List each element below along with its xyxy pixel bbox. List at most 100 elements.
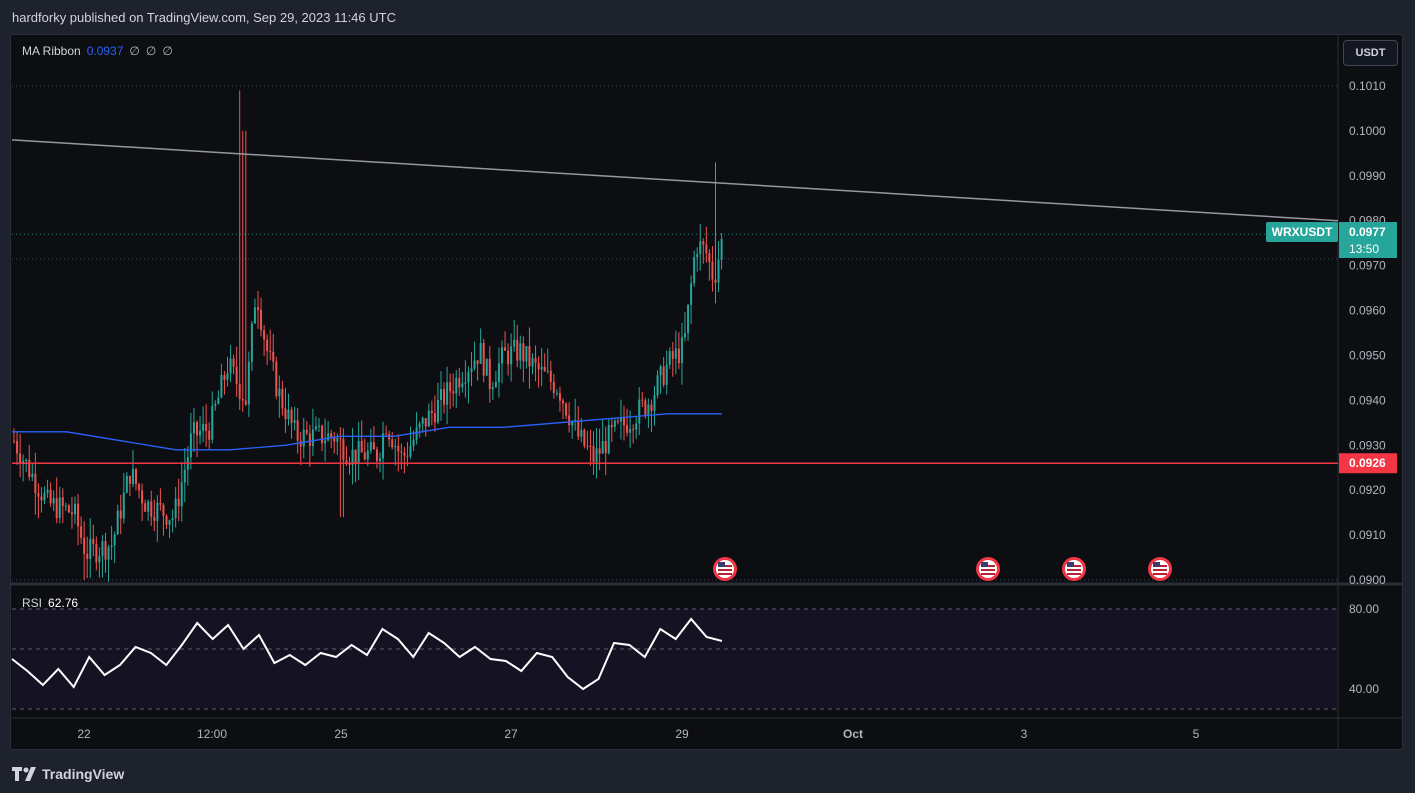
candle-body bbox=[501, 347, 503, 364]
candle-body bbox=[650, 404, 653, 411]
candle-body bbox=[260, 309, 263, 331]
support-tag-value: 0.0926 bbox=[1349, 456, 1386, 470]
candle-body bbox=[336, 438, 339, 442]
candle-body bbox=[653, 395, 656, 411]
candle-body bbox=[70, 512, 73, 515]
candle-body bbox=[571, 421, 574, 426]
time-axis: 22 12:00 25 27 29 Oct 3 5 bbox=[77, 727, 1199, 741]
candle-body bbox=[302, 429, 305, 447]
candle-body bbox=[308, 433, 311, 446]
time-tick-label: 27 bbox=[504, 727, 518, 741]
candle-body bbox=[147, 501, 150, 512]
candle-body bbox=[16, 441, 19, 454]
candle-body bbox=[592, 445, 595, 462]
candle-body bbox=[74, 503, 76, 515]
candle-body bbox=[543, 366, 546, 372]
trendline bbox=[11, 139, 1339, 222]
rsi-legend[interactable]: RSI 62.76 bbox=[22, 596, 78, 610]
price-tick-label: 0.0910 bbox=[1349, 528, 1386, 542]
candle-body bbox=[162, 504, 165, 516]
candle-body bbox=[296, 420, 299, 441]
candle-body bbox=[693, 257, 696, 284]
top-bar: hardforky published on TradingView.com, … bbox=[0, 0, 1415, 34]
candle-body bbox=[171, 518, 174, 521]
candle-body bbox=[327, 433, 330, 441]
candle-body bbox=[299, 440, 302, 447]
candle-body bbox=[125, 475, 128, 493]
rsi-tick-label: 80.00 bbox=[1349, 602, 1379, 616]
candle-body bbox=[717, 259, 720, 283]
currency-button[interactable]: USDT bbox=[1343, 40, 1398, 66]
candle-body bbox=[583, 429, 586, 446]
candle-body bbox=[409, 445, 412, 457]
candle-body bbox=[214, 404, 217, 407]
rsi-line bbox=[11, 617, 723, 691]
candle-body bbox=[458, 377, 461, 388]
candles bbox=[13, 90, 723, 582]
candle-body bbox=[662, 366, 665, 385]
candle-body bbox=[351, 449, 354, 465]
candle-body bbox=[497, 363, 500, 383]
candle-body bbox=[372, 442, 375, 450]
candle-body bbox=[668, 351, 671, 365]
candle-body bbox=[223, 375, 226, 380]
candle-body bbox=[40, 496, 43, 501]
candle-body bbox=[595, 448, 598, 462]
candle-body bbox=[699, 241, 702, 254]
candle-body bbox=[241, 398, 244, 401]
footer-brand[interactable]: TradingView bbox=[12, 764, 124, 784]
candle-body bbox=[22, 460, 25, 464]
candle-body bbox=[659, 366, 662, 376]
candle-body bbox=[238, 383, 241, 399]
rsi-tick-label: 40.00 bbox=[1349, 682, 1379, 696]
candle-body bbox=[406, 455, 409, 457]
candle-body bbox=[34, 473, 37, 494]
candle-body bbox=[196, 422, 198, 436]
candle-body bbox=[55, 498, 58, 518]
candle-body bbox=[324, 440, 327, 444]
time-tick-label: 12:00 bbox=[197, 727, 227, 741]
candle-body bbox=[67, 505, 70, 513]
candle-body bbox=[534, 357, 537, 363]
us-flag-icon bbox=[1148, 557, 1172, 581]
price-tick-label: 0.0950 bbox=[1349, 348, 1386, 362]
candle-body bbox=[677, 348, 680, 364]
candle-body bbox=[281, 388, 284, 409]
price-tick-label: 0.0960 bbox=[1349, 304, 1386, 318]
candle-body bbox=[461, 383, 464, 388]
candle-body bbox=[656, 375, 659, 396]
price-tick-label: 0.1010 bbox=[1349, 79, 1386, 93]
candle-body bbox=[321, 425, 324, 444]
candle-body bbox=[565, 403, 568, 416]
candle-body bbox=[192, 422, 195, 434]
candle-body bbox=[25, 460, 28, 462]
candle-body bbox=[674, 348, 677, 359]
candle-body bbox=[354, 449, 357, 464]
candle-body bbox=[415, 427, 418, 440]
time-tick-label: Oct bbox=[843, 727, 863, 741]
candle-body bbox=[449, 382, 452, 392]
ma-legend[interactable]: MA Ribbon 0.0937 ∅ ∅ ∅ bbox=[22, 44, 173, 58]
candle-body bbox=[403, 452, 406, 456]
candle-body bbox=[397, 445, 400, 452]
candle-body bbox=[589, 445, 592, 447]
candle-body bbox=[275, 361, 278, 397]
candle-body bbox=[613, 420, 616, 428]
candle-body bbox=[220, 375, 223, 398]
candle-body bbox=[690, 283, 693, 305]
candle-body bbox=[357, 440, 360, 464]
publish-info: hardforky published on TradingView.com, … bbox=[12, 10, 396, 25]
candle-body bbox=[174, 498, 177, 519]
candle-body bbox=[165, 515, 168, 525]
candle-body bbox=[64, 505, 67, 507]
candle-body bbox=[269, 350, 272, 352]
candle-body bbox=[360, 440, 363, 453]
candle-body bbox=[446, 382, 449, 405]
candle-body bbox=[113, 534, 116, 546]
candle-body bbox=[13, 440, 15, 442]
candle-body bbox=[19, 453, 22, 464]
candle-body bbox=[43, 492, 46, 501]
ma-legend-param-3: ∅ bbox=[162, 44, 173, 58]
candle-body bbox=[455, 377, 458, 394]
